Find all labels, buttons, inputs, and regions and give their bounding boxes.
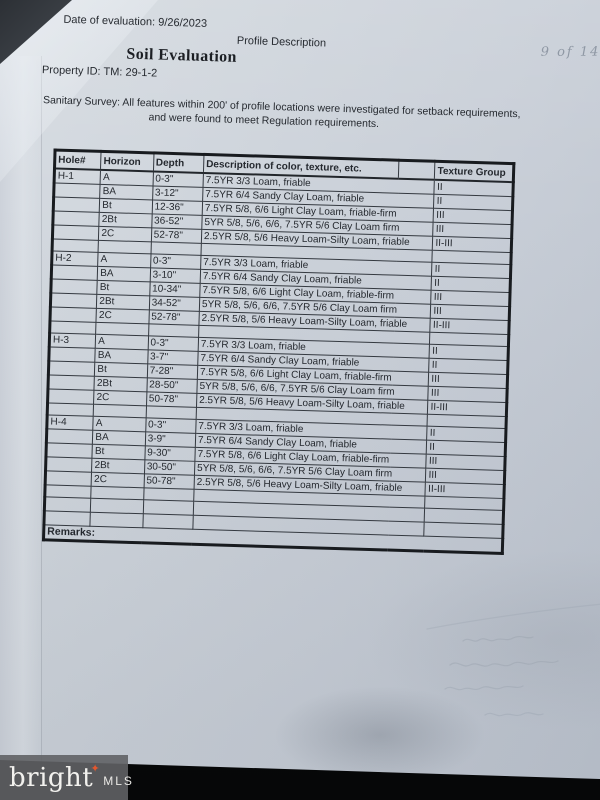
horizon-cell: BA <box>95 348 148 364</box>
texture-group-cell: II-III <box>432 236 512 253</box>
handwritten-page-number: 9 of 14 <box>540 44 600 60</box>
depth-cell: 50-78" <box>146 391 197 408</box>
texture-group-cell: II-III <box>425 482 505 499</box>
depth-cell: 9-30" <box>144 445 196 462</box>
depth-cell: 52-78" <box>148 309 200 326</box>
hole-cell <box>47 388 95 405</box>
date-of-evaluation: Date of evaluation: 9/26/2023 <box>63 13 208 30</box>
hole-cell <box>48 360 96 377</box>
horizon-cell: A <box>97 252 151 268</box>
horizon-cell: BA <box>99 184 153 200</box>
depth-cell: 50-78" <box>143 473 195 490</box>
depth-cell: 0-3" <box>145 417 197 434</box>
depth-cell: 0-3" <box>147 335 199 352</box>
hole-cell <box>45 456 93 473</box>
horizon-cell: BA <box>97 266 151 282</box>
handwriting-bleed-through <box>426 603 600 717</box>
col-header-spacer-box <box>398 160 436 180</box>
hole-cell <box>52 210 100 227</box>
horizon-cell: 2Bt <box>99 212 152 228</box>
depth-cell: 3-7" <box>147 349 199 366</box>
depth-cell: 36-52" <box>151 213 203 230</box>
depth-cell: 0-3" <box>152 171 204 188</box>
depth-cell: 10-34" <box>149 281 201 298</box>
depth-cell: 12-36" <box>151 199 203 216</box>
hole-cell <box>46 428 94 445</box>
depth-cell: 3-10" <box>149 267 201 284</box>
horizon-cell: BA <box>92 430 146 446</box>
texture-group-cell: II-III <box>427 400 507 417</box>
col-header-texture-group: Texture Group <box>434 161 514 183</box>
horizon-cell: 2Bt <box>94 376 147 392</box>
soil-evaluation-table: Hole# Horizon Depth Description of color… <box>41 148 516 556</box>
depth-cell: 3-9" <box>144 431 196 448</box>
hole-cell <box>49 306 97 323</box>
horizon-cell: 2C <box>96 308 149 324</box>
horizon-cell: Bt <box>97 280 150 296</box>
hole-cell: H-4 <box>46 414 94 431</box>
hole-cell <box>53 182 101 199</box>
horizon-cell: Bt <box>92 444 145 460</box>
star-icon: ✦ <box>90 761 101 775</box>
hole-cell <box>53 196 100 213</box>
hole-cell: H-2 <box>51 250 99 267</box>
horizon-cell: A <box>93 416 146 432</box>
mls-label: MLS <box>103 774 134 788</box>
hole-cell <box>45 442 93 459</box>
remarks-label: Remarks: <box>47 525 96 539</box>
depth-cell: 3-12" <box>152 185 203 202</box>
horizon-cell: 2C <box>93 390 147 406</box>
depth-cell: 30-50" <box>144 459 195 476</box>
horizon-cell: 2C <box>91 472 145 488</box>
col-header-horizon: Horizon <box>100 151 154 172</box>
horizon-cell: Bt <box>99 198 153 214</box>
hole-cell <box>52 224 100 241</box>
bright-mls-watermark: bright ✦ MLS <box>0 755 132 800</box>
col-header-depth: Depth <box>153 152 204 173</box>
hole-cell <box>51 264 98 281</box>
brand-wordmark: bright <box>9 762 94 793</box>
depth-cell: 28-50" <box>146 377 198 394</box>
under-sheet-edge <box>0 56 42 770</box>
horizon-cell: 2Bt <box>91 458 145 474</box>
profile-description-label: Profile Description <box>236 34 327 50</box>
depth-cell: 52-78" <box>150 227 202 244</box>
hole-cell: H-3 <box>49 332 96 349</box>
horizon-cell: 2C <box>98 226 152 242</box>
hole-cell <box>48 346 96 363</box>
texture-group-cell: II-III <box>430 318 510 335</box>
depth-cell: 0-3" <box>150 253 201 270</box>
horizon-cell: A <box>95 334 149 350</box>
horizon-cell: 2Bt <box>96 294 150 310</box>
horizon-cell: A <box>100 169 154 186</box>
property-id: Property ID: TM: 29-1-2 <box>41 64 158 80</box>
hole-cell: H-1 <box>54 168 101 185</box>
depth-cell: 7-28" <box>146 363 198 380</box>
hole-cell <box>50 278 98 295</box>
col-header-hole: Hole# <box>54 150 102 170</box>
hole-cell <box>45 470 92 487</box>
bright-logo-text: bright ✦ <box>9 762 100 793</box>
page-title: Soil Evaluation <box>126 45 238 66</box>
hole-cell <box>47 374 95 391</box>
depth-cell: 34-52" <box>148 295 200 312</box>
horizon-cell: Bt <box>94 362 148 378</box>
hole-cell <box>50 292 98 309</box>
